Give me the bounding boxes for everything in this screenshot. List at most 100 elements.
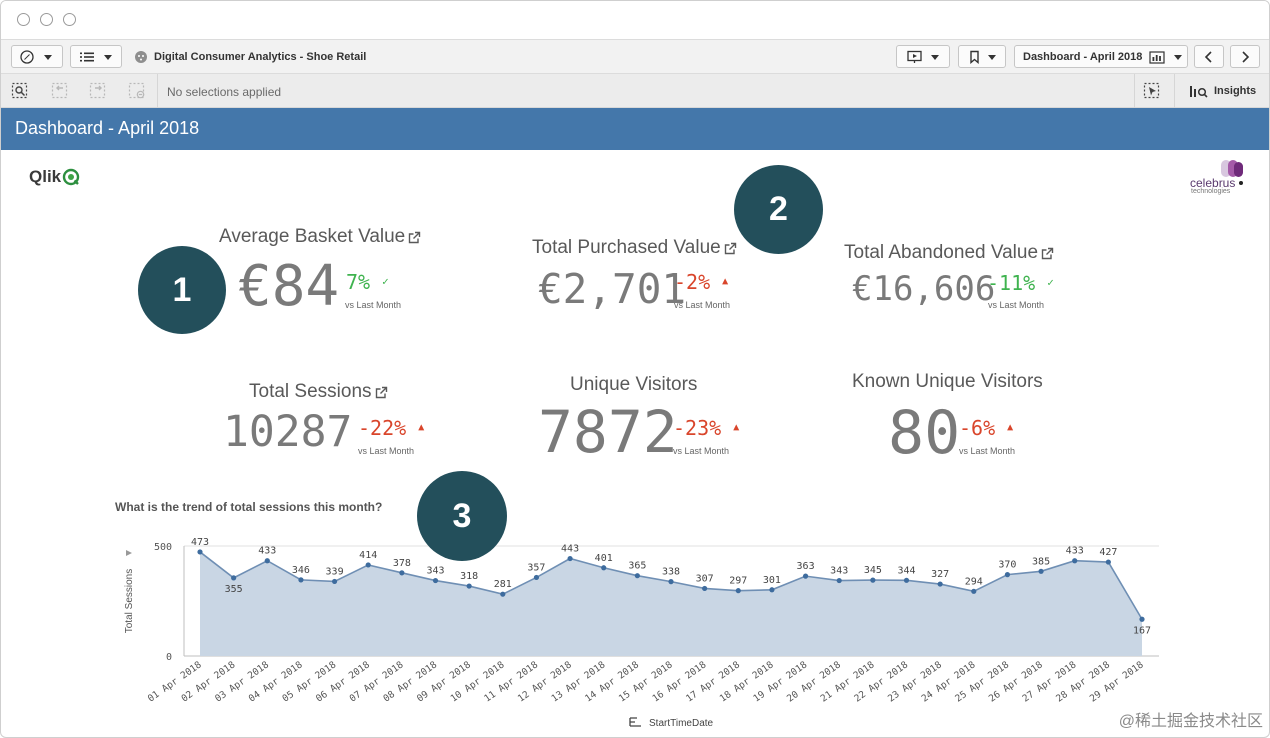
present-mode-button[interactable] <box>896 45 950 68</box>
chevron-left-icon <box>1204 50 1212 63</box>
previous-sheet-button[interactable] <box>1194 45 1224 68</box>
celebrus-logo-dot <box>1239 181 1243 185</box>
data-point <box>1139 616 1145 622</box>
step-forward-button[interactable] <box>89 82 107 100</box>
global-menu-button[interactable] <box>70 45 122 68</box>
x-tick-label: 14 Apr 2018 <box>583 659 641 704</box>
x-tick-label: 23 Apr 2018 <box>886 659 944 704</box>
kpi-total-purchased-change: -2% ▲ <box>674 270 728 294</box>
kpi-change-text: -22% <box>358 416 407 440</box>
data-label: 344 <box>897 565 915 576</box>
chevron-right-icon <box>1242 50 1250 63</box>
external-link-icon[interactable] <box>724 242 737 255</box>
list-icon <box>80 52 112 61</box>
data-point <box>1038 568 1044 574</box>
data-label: 414 <box>359 550 377 561</box>
data-label: 327 <box>931 569 949 580</box>
data-point <box>1105 559 1111 565</box>
x-axis-label: StartTimeDate <box>649 718 714 729</box>
x-axis-dimension-icon <box>629 717 641 727</box>
data-point <box>769 587 775 593</box>
selections-bar: No selections applied Insights <box>1 74 1269 108</box>
kpi-average-basket-value-label[interactable]: Average Basket Value <box>219 226 421 248</box>
data-label: 343 <box>426 566 444 577</box>
step-back-icon <box>51 82 68 99</box>
clear-selections-button[interactable] <box>128 82 146 100</box>
sessions-line <box>199 551 1143 620</box>
kpi-label-text: Total Abandoned Value <box>844 242 1039 263</box>
x-tick-label: 17 Apr 2018 <box>684 659 742 704</box>
data-point <box>903 577 910 583</box>
external-link-icon[interactable] <box>408 231 421 244</box>
window-maximize-button[interactable] <box>63 13 76 26</box>
external-link-icon[interactable] <box>375 386 388 399</box>
smart-search-button[interactable] <box>11 82 29 100</box>
data-point <box>264 558 270 564</box>
data-label: 339 <box>326 566 344 577</box>
x-tick-label: 22 Apr 2018 <box>852 659 910 704</box>
data-label: 346 <box>292 565 310 576</box>
data-label: 281 <box>494 579 512 590</box>
window-minimize-button[interactable] <box>40 13 53 26</box>
kpi-average-basket-sub: vs Last Month <box>345 300 402 310</box>
x-tick-label: 10 Apr 2018 <box>449 659 507 704</box>
next-sheet-button[interactable] <box>1230 45 1260 68</box>
x-tick-label: 13 Apr 2018 <box>550 659 608 704</box>
sheet-title: Dashboard - April 2018 <box>15 118 200 138</box>
qlik-logo: Qlik <box>29 167 80 187</box>
insights-icon <box>1190 86 1208 98</box>
data-point <box>365 562 371 568</box>
clear-selections-icon <box>128 82 145 99</box>
insights-label: Insights <box>1214 85 1257 97</box>
triangle-up-icon: ▲ <box>1007 422 1014 433</box>
insights-button[interactable]: Insights <box>1189 84 1256 98</box>
data-point <box>1072 558 1078 564</box>
qlik-logo-text: Qlik <box>29 167 62 186</box>
kpi-change-text: -6% <box>959 416 996 440</box>
data-point <box>702 585 708 592</box>
kpi-label-text: Unique Visitors <box>570 374 698 395</box>
watermark: @稀土掘金技术社区 <box>1118 713 1263 730</box>
data-point <box>533 574 540 581</box>
bookmarks-button[interactable] <box>958 45 1006 68</box>
sheet-selector-dropdown[interactable]: Dashboard - April 2018 <box>1014 45 1188 68</box>
y-axis-label: Total Sessions <box>124 569 135 633</box>
x-tick-label: 11 Apr 2018 <box>482 659 540 704</box>
data-point <box>634 573 640 579</box>
x-tick-label: 15 Apr 2018 <box>617 659 675 704</box>
window-close-button[interactable] <box>17 13 30 26</box>
triangle-up-icon: ▲ <box>722 276 729 287</box>
external-link-icon[interactable] <box>1041 247 1054 260</box>
step-back-button[interactable] <box>51 82 69 100</box>
selections-tool-button[interactable] <box>1143 82 1161 100</box>
navigation-menu-button[interactable] <box>11 45 63 68</box>
kpi-total-abandoned-value-label[interactable]: Total Abandoned Value <box>844 242 1054 264</box>
check-icon: ✓ <box>382 275 389 288</box>
data-label: 473 <box>191 537 209 548</box>
x-tick-label: 02 Apr 2018 <box>180 659 238 704</box>
kpi-total-abandoned-sub: vs Last Month <box>988 300 1045 310</box>
app-title-text: Digital Consumer Analytics - Shoe Retail <box>154 51 367 63</box>
kpi-total-purchased-value: €2,701 <box>538 265 687 313</box>
kpi-known-unique-visitors-label: Known Unique Visitors <box>852 371 1043 393</box>
data-label: 433 <box>1066 546 1084 557</box>
data-point <box>399 570 405 576</box>
selections-divider-right <box>1134 74 1135 108</box>
x-tick-label: 27 Apr 2018 <box>1021 659 1079 704</box>
insights-divider <box>1174 74 1175 108</box>
bookmark-icon <box>970 50 996 64</box>
window-titlebar <box>1 1 1269 39</box>
x-tick-label: 06 Apr 2018 <box>314 659 372 704</box>
data-label: 427 <box>1099 547 1117 558</box>
kpi-label-text: Known Unique Visitors <box>852 371 1043 392</box>
kpi-total-sessions-label[interactable]: Total Sessions <box>249 381 388 403</box>
selection-tool-icon <box>1143 82 1160 99</box>
data-label: 318 <box>460 571 478 582</box>
app-title: Digital Consumer Analytics - Shoe Retail <box>135 50 366 64</box>
qlik-logo-icon <box>62 168 80 186</box>
kpi-total-purchased-value-label[interactable]: Total Purchased Value <box>532 237 737 259</box>
data-point <box>432 577 439 584</box>
kpi-label-text: Total Sessions <box>249 381 372 402</box>
data-label: 343 <box>830 566 848 577</box>
